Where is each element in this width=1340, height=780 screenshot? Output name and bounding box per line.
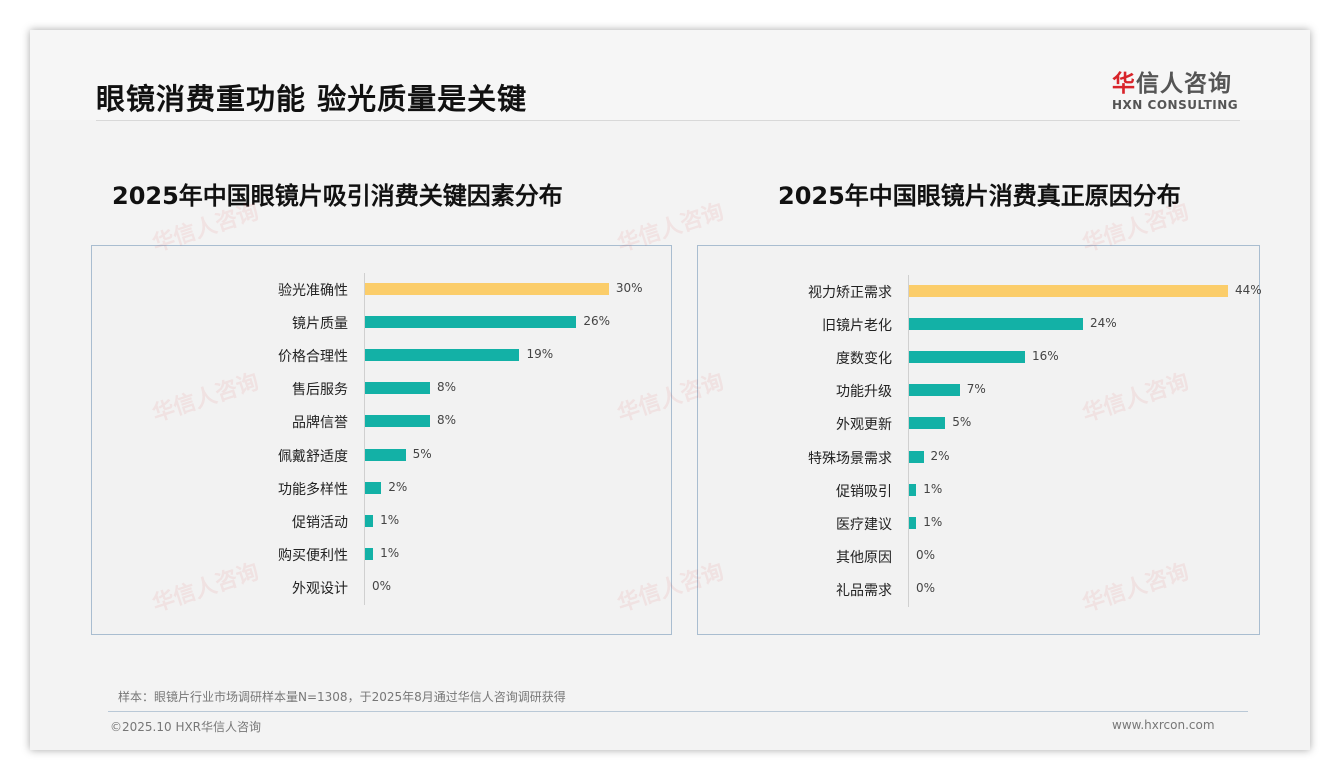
data-label: 44% — [1235, 283, 1262, 297]
logo-en-text: HXN CONSULTING — [1112, 98, 1239, 112]
data-label: 30% — [615, 281, 643, 295]
data-label: 5% — [952, 415, 972, 430]
bar — [909, 516, 917, 529]
slide: 眼镜消费重功能 验光质量是关键 华信人咨询 HXN CONSULTING 202… — [30, 30, 1310, 750]
data-label: 1% — [380, 512, 400, 527]
logo: 华信人咨询 HXN CONSULTING — [1112, 64, 1238, 112]
bar — [909, 351, 1025, 364]
data-label: 5% — [412, 446, 432, 461]
bar — [365, 448, 406, 461]
category-label: 礼品需求 — [836, 582, 892, 599]
category-label: 外观设计 — [292, 580, 348, 597]
category-label: 价格合理性 — [278, 349, 348, 366]
data-label: 2% — [930, 448, 950, 463]
page-title: 眼镜消费重功能 验光质量是关键 — [96, 82, 528, 116]
data-label: 0% — [916, 547, 936, 562]
data-label: 1% — [380, 545, 400, 560]
category-label: 视力矫正需求 — [808, 285, 892, 301]
bar — [909, 417, 946, 430]
bar — [365, 349, 520, 362]
category-label: 品牌信誉 — [292, 415, 348, 432]
category-label: 购买便利性 — [278, 547, 348, 564]
data-label: 19% — [526, 347, 554, 362]
footer-divider — [108, 711, 1248, 712]
data-label: 0% — [916, 580, 936, 595]
category-label: 促销活动 — [292, 514, 348, 531]
category-label: 医疗建议 — [836, 516, 892, 533]
data-label: 26% — [583, 314, 611, 329]
data-label: 24% — [1090, 316, 1117, 331]
bar — [365, 283, 609, 295]
data-label: 7% — [966, 382, 986, 397]
data-label: 2% — [388, 479, 408, 494]
category-label: 售后服务 — [292, 382, 348, 399]
data-label: 8% — [437, 380, 457, 395]
bar — [365, 514, 374, 527]
category-label: 功能升级 — [836, 384, 892, 401]
category-label: 促销吸引 — [836, 483, 892, 500]
data-label: 0% — [372, 578, 392, 593]
category-label: 其他原因 — [836, 549, 892, 566]
sample-note: 样本：眼镜片行业市场调研样本量N=1308，于2025年8月通过华信人咨询调研获… — [118, 690, 566, 704]
header — [30, 30, 1310, 120]
bar — [365, 316, 577, 329]
y-axis — [908, 275, 909, 607]
data-label: 16% — [1032, 349, 1059, 364]
bar — [909, 285, 1228, 297]
chart-panel-left: 验光准确性 30% 镜片质量 26% 价格合理性 19% 售后服务 8% 品牌信誉 8% 佩戴舒适度… — [91, 245, 672, 635]
logo-cn-text: 信人咨询 — [1136, 71, 1232, 97]
category-label: 度数变化 — [836, 351, 892, 368]
category-label: 镜片质量 — [292, 316, 348, 333]
website-link[interactable]: www.hxrcon.com — [1112, 718, 1215, 732]
divider — [96, 120, 1240, 121]
bar — [365, 481, 382, 494]
copyright: ©2025.10 HXR华信人咨询 — [110, 720, 262, 734]
data-label: 1% — [923, 481, 943, 496]
chart-title-left: 2025年中国眼镜片吸引消费关键因素分布 — [112, 182, 563, 210]
category-label: 验光准确性 — [278, 283, 348, 299]
data-label: 1% — [923, 514, 943, 529]
category-label: 旧镜片老化 — [822, 318, 892, 335]
bar — [365, 415, 431, 428]
logo-red-char: 华 — [1112, 71, 1136, 97]
y-axis — [364, 273, 365, 605]
bar — [909, 318, 1083, 331]
category-label: 特殊场景需求 — [808, 450, 892, 467]
chart-title-right: 2025年中国眼镜片消费真正原因分布 — [778, 182, 1181, 210]
category-label: 外观更新 — [836, 417, 892, 434]
data-label: 8% — [437, 413, 457, 428]
bar — [909, 450, 924, 463]
bar — [909, 384, 960, 397]
category-label: 佩戴舒适度 — [278, 448, 348, 465]
chart-panel-right: 视力矫正需求 44% 旧镜片老化 24% 度数变化 16% 功能升级 7% 外观更新 5% 特殊场景… — [697, 245, 1262, 635]
bar — [909, 483, 917, 496]
bar — [365, 547, 374, 560]
bar — [365, 382, 431, 395]
category-label: 功能多样性 — [278, 481, 348, 498]
